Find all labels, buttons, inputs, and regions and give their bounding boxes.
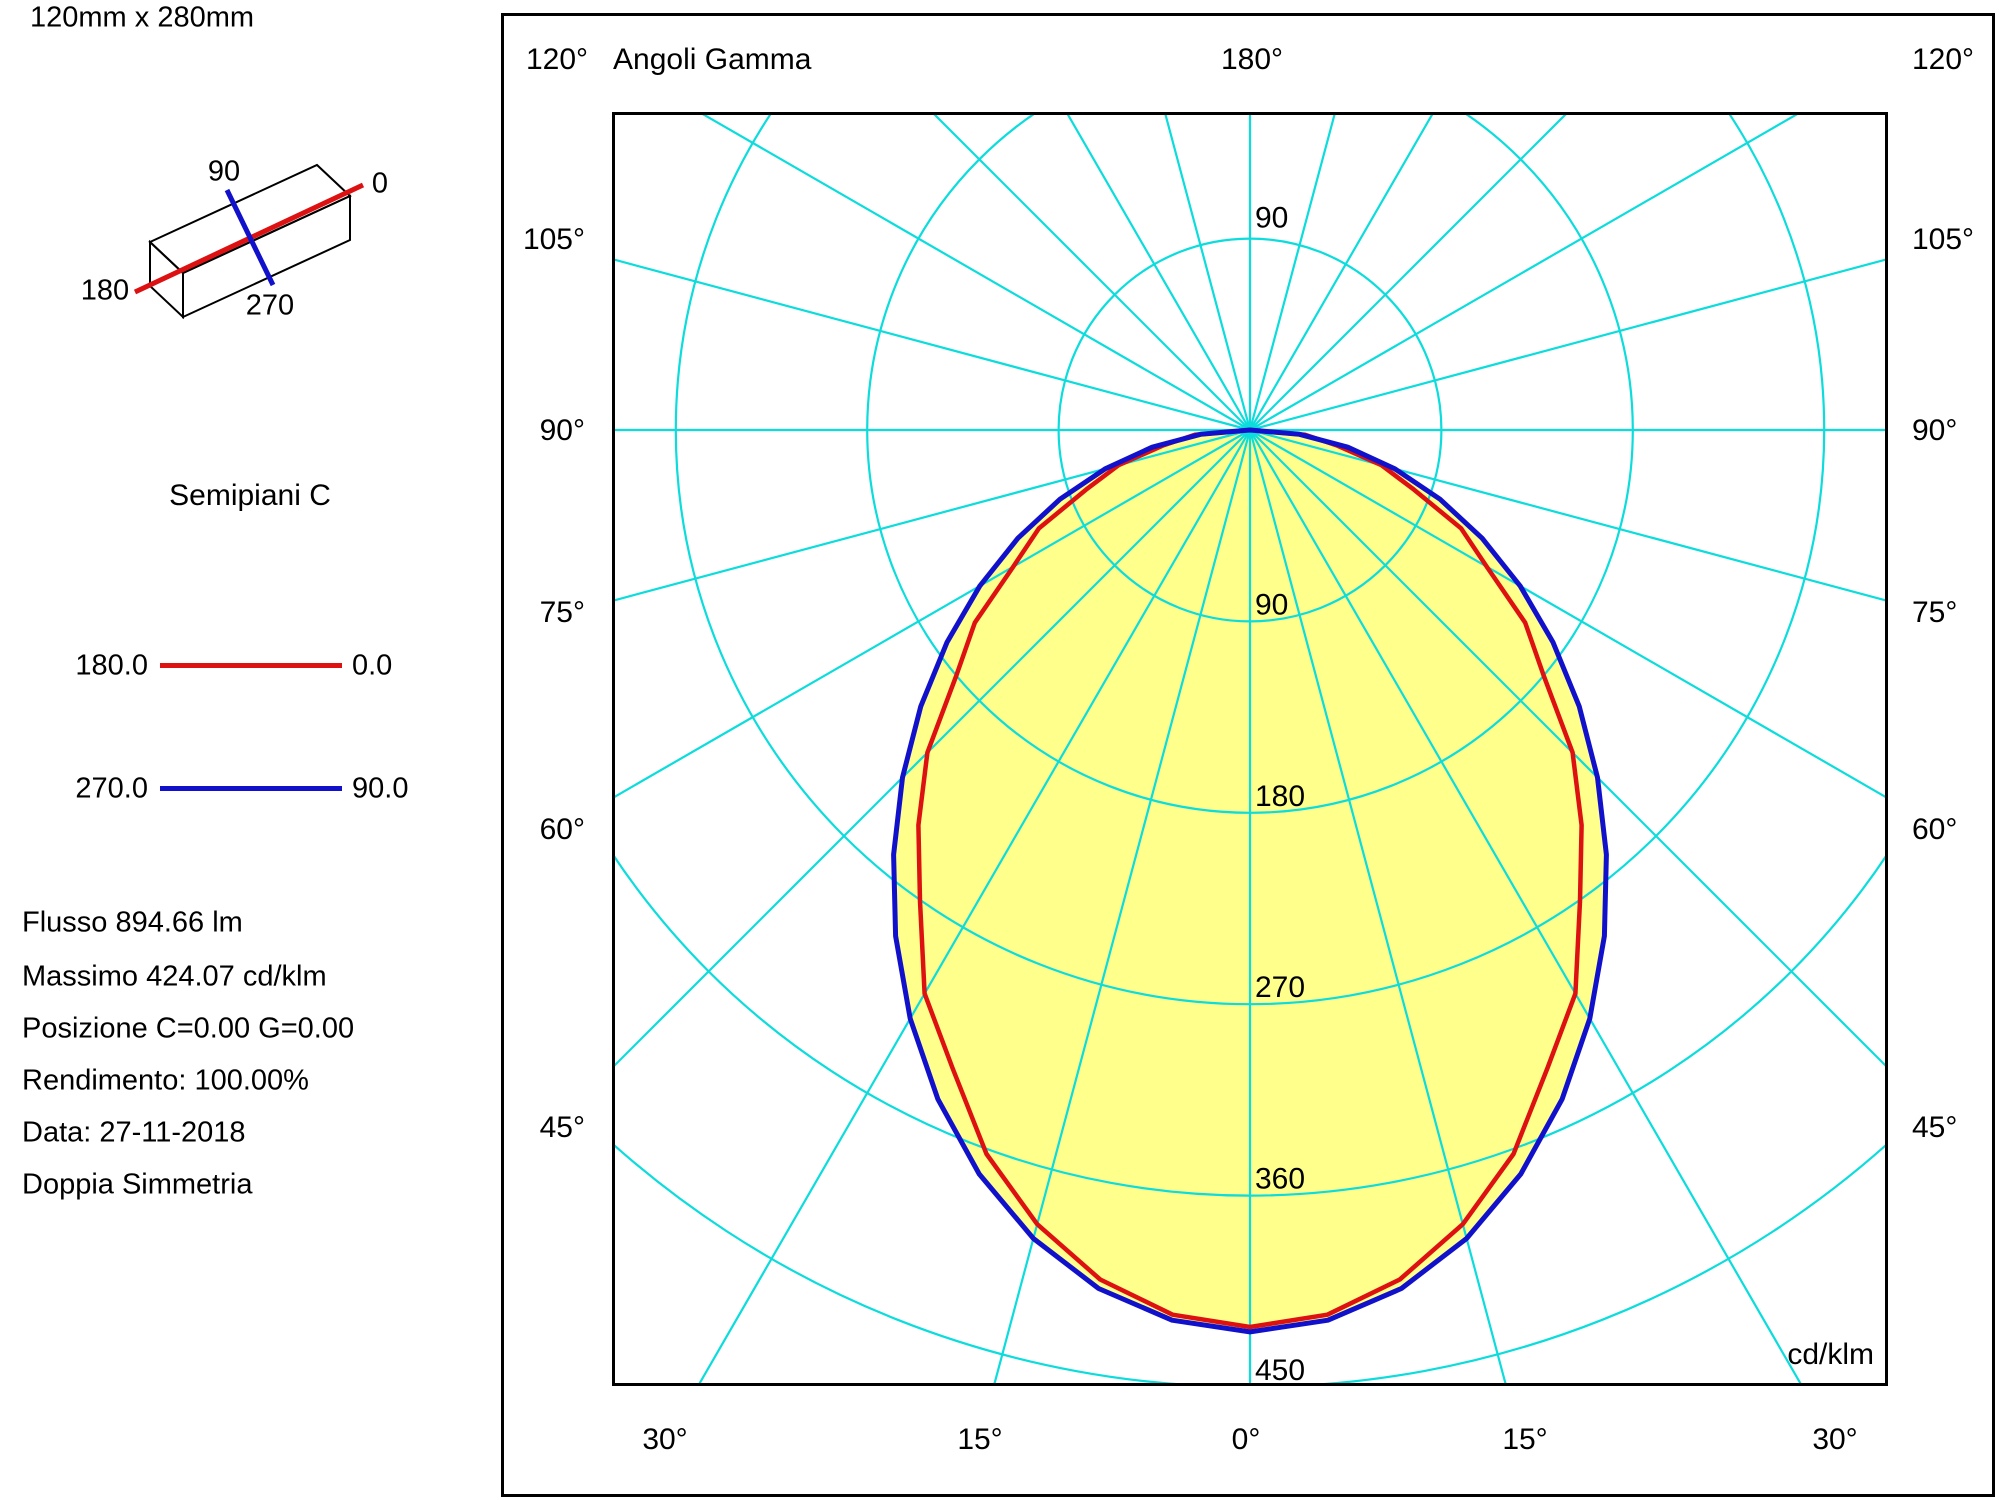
luminaire-dimensions-label: 120mm x 280mm — [30, 1, 255, 34]
chart-title: Angoli Gamma — [613, 43, 812, 76]
gamma-label-left-45: 45° — [539, 1111, 585, 1144]
info-flux: Flusso 894.66 lm — [22, 906, 243, 939]
intensity-curve-c90-c270 — [891, 427, 1609, 1335]
info-symmetry: Doppia Simmetria — [22, 1168, 253, 1201]
legend-row2-right-value: 90.0 — [352, 772, 409, 805]
luminaire-box-diagram — [133, 163, 365, 320]
radial-tick-label-upper-90: 90 — [1255, 202, 1288, 235]
polar-intensity-diagram: 90 180 270 360 450 90 cd/klm — [612, 112, 1888, 1386]
radial-tick-label-90: 90 — [1255, 588, 1288, 621]
radial-tick-label-270: 270 — [1255, 971, 1305, 1004]
info-efficiency: Rendimento: 100.00% — [22, 1064, 309, 1097]
semipiani-title: Semipiani C — [169, 479, 331, 512]
gamma-label-bottom-right-30: 30° — [1812, 1423, 1858, 1456]
legend-row2-left-value: 270.0 — [75, 772, 148, 805]
box-angle-label-270: 270 — [245, 289, 295, 322]
chart-panel-frame — [501, 13, 1995, 1497]
gamma-label-right-45: 45° — [1912, 1111, 1958, 1144]
box-angle-label-180: 180 — [80, 274, 130, 307]
legend-row1-right-value: 0.0 — [352, 649, 393, 682]
gamma-label-right-105: 105° — [1912, 223, 1975, 256]
radial-tick-label-180: 180 — [1255, 780, 1305, 813]
box-outline — [148, 163, 352, 320]
legend-row1-line-c180-c0 — [160, 663, 342, 668]
plot-border — [612, 112, 1888, 1386]
gamma-label-right-60: 60° — [1912, 813, 1958, 846]
gamma-label-left-105: 105° — [522, 223, 585, 256]
c90-plane-axis-line — [224, 188, 276, 287]
gamma-label-bottom-left-15: 15° — [957, 1423, 1003, 1456]
info-date: Data: 27-11-2018 — [22, 1116, 246, 1149]
gamma-label-bottom-left-30: 30° — [642, 1423, 688, 1456]
info-position: Posizione C=0.00 G=0.00 — [22, 1012, 355, 1045]
polar-grid — [612, 112, 1888, 1386]
gamma-label-right-75: 75° — [1912, 596, 1958, 629]
gamma-label-top-180: 180° — [1220, 43, 1284, 76]
info-maximum: Massimo 424.07 cd/klm — [22, 960, 327, 993]
intensity-curve-c0-c180 — [916, 427, 1584, 1330]
box-angle-label-0: 0 — [371, 167, 389, 200]
radial-tick-label-360: 360 — [1255, 1163, 1305, 1196]
gamma-label-top-right-120: 120° — [1911, 43, 1975, 76]
gamma-label-right-90: 90° — [1912, 414, 1958, 447]
box-angle-label-90: 90 — [207, 155, 241, 188]
unit-label: cd/klm — [1787, 1338, 1874, 1371]
radial-tick-label-450: 450 — [1255, 1354, 1305, 1386]
legend-row2-line-c270-c90 — [160, 786, 342, 791]
gamma-label-left-75: 75° — [539, 596, 585, 629]
gamma-label-bottom-right-15: 15° — [1502, 1423, 1548, 1456]
gamma-label-left-90: 90° — [539, 414, 585, 447]
legend-row1-left-value: 180.0 — [75, 649, 148, 682]
gamma-label-top-left-120: 120° — [525, 43, 589, 76]
gamma-label-bottom-0: 0° — [1231, 1423, 1261, 1456]
gamma-label-left-60: 60° — [539, 813, 585, 846]
